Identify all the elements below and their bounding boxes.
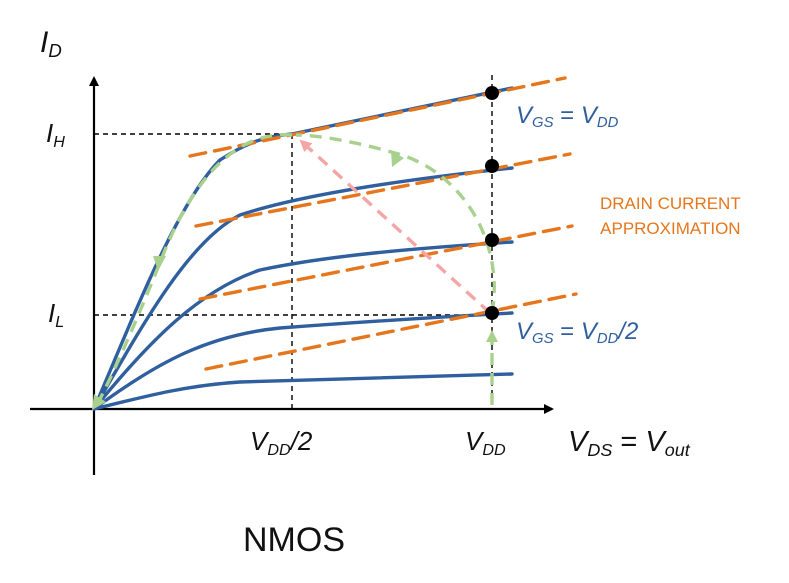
operating-point-3 (485, 233, 499, 247)
approx-line-4 (204, 292, 578, 371)
tick-label-ih: IH (46, 118, 65, 151)
caption: NMOS (243, 521, 345, 559)
pink-transition-path (299, 139, 492, 315)
vgs-vdd-half-label: VGS = VDD/2 (516, 318, 639, 348)
iv-curve-2 (92, 166, 514, 411)
operating-points (485, 86, 499, 320)
green-end-arrowhead (92, 394, 106, 410)
y-axis-label: ID (40, 26, 62, 62)
x-axis-label: VDS = Vout (568, 426, 690, 461)
approximation-label-line2: APPROXIMATION (600, 218, 741, 238)
iv-curve-vgs-vdd-half (92, 311, 514, 411)
approximation-label-line1: DRAIN CURRENT (600, 194, 741, 213)
operating-point-1 (485, 86, 499, 100)
approx-line-3 (198, 224, 574, 301)
green-arc-path (295, 133, 496, 314)
tick-label-vdd-half: VDD/2 (250, 426, 313, 459)
approximation-label: DRAIN CURRENT APPROXIMATION (600, 192, 741, 241)
operating-point-2 (485, 159, 499, 173)
operating-point-4 (485, 306, 499, 320)
tick-label-il: IL (48, 298, 65, 331)
approx-line-1 (188, 76, 567, 158)
green-down-path (97, 133, 293, 402)
approximation-lines (188, 76, 578, 371)
iv-curve-3 (92, 240, 514, 411)
green-mid-arrowhead (153, 256, 166, 271)
tick-label-vdd: VDD (465, 426, 506, 459)
approx-line-2 (194, 152, 572, 228)
green-arc-arrowhead (391, 151, 404, 167)
iv-curve-5 (92, 372, 514, 411)
vgs-vdd-label: VGS = VDD (516, 102, 619, 132)
reference-lines (94, 75, 493, 409)
